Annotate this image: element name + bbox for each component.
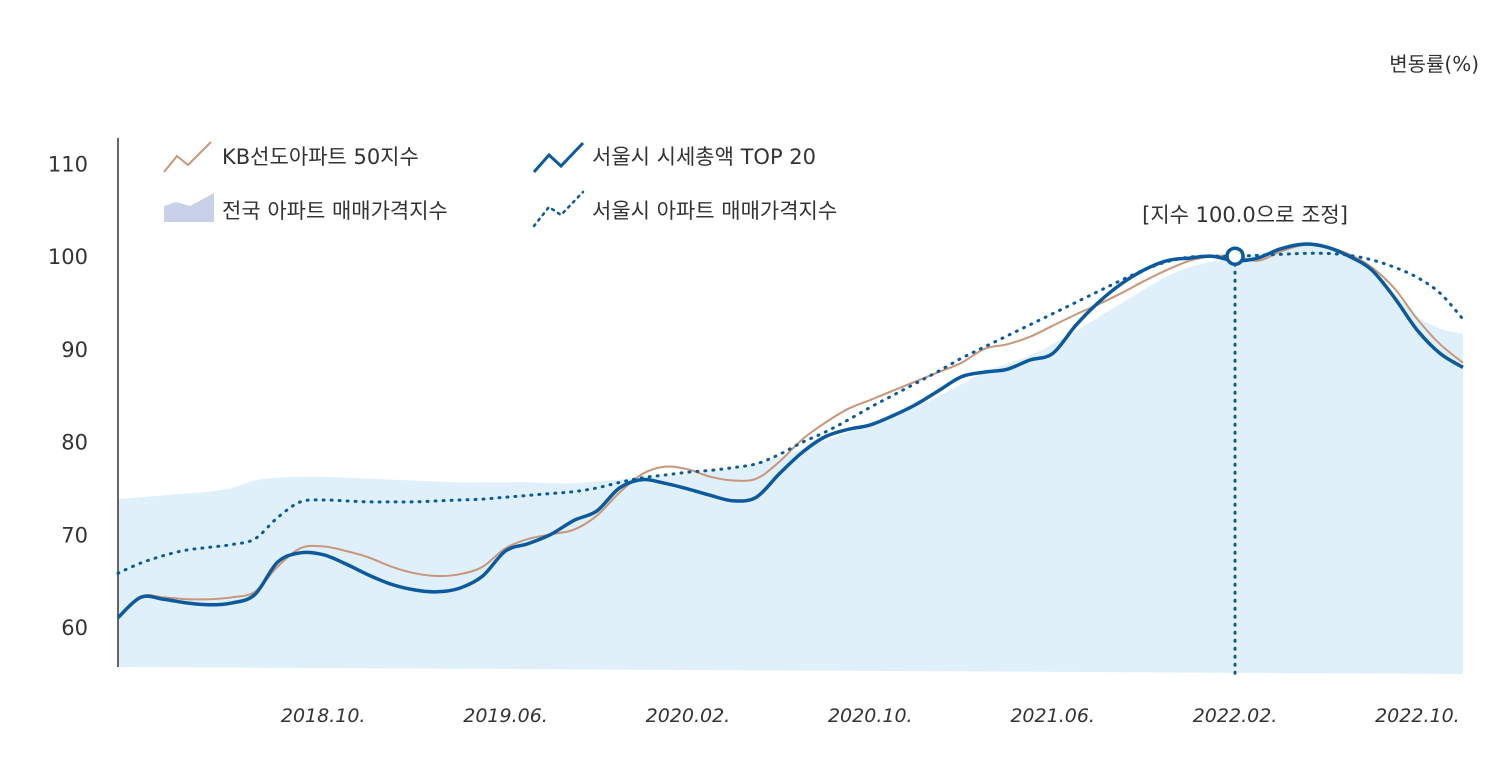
legend-label: 서울시 아파트 매매가격지수 (592, 199, 837, 223)
x-tick-label: 2020.02. (646, 705, 731, 727)
x-tick-label: 2021.06. (1010, 705, 1095, 727)
y-tick-label: 100 (48, 245, 88, 269)
y-tick-label: 80 (61, 431, 88, 455)
annotation-marker (1225, 246, 1245, 266)
x-tick-label: 2022.10. (1375, 705, 1460, 727)
y-tick-label: 90 (61, 338, 88, 362)
legend-label: 전국 아파트 매매가격지수 (222, 199, 448, 223)
area-national-index (118, 245, 1463, 674)
bold-line-icon (532, 141, 585, 173)
x-tick-label: 2022.02. (1193, 705, 1278, 727)
x-tick-label: 2020.10. (828, 705, 913, 727)
legend-label: 서울시 시세총액 TOP 20 (592, 145, 816, 169)
series-line-2 (116, 251, 1465, 575)
legend-item-national: 전국 아파트 매매가격지수 (164, 193, 448, 223)
y-tick-label: 70 (61, 523, 88, 547)
legend-item-kb50: KB선도아파트 50지수 (163, 141, 419, 173)
annotation-label: [지수 100.0으로 조정] (1142, 203, 1348, 227)
y-tick-label: 110 (48, 153, 88, 177)
area-icon (164, 193, 214, 222)
unit-label: 변동률(%) (1389, 52, 1479, 76)
area-layer (118, 245, 1463, 674)
thin-line-icon (163, 141, 212, 173)
y-tick-label: 60 (61, 616, 88, 640)
x-tick-label: 2019.06. (463, 705, 548, 727)
legend-label: KB선도아파트 50지수 (222, 145, 419, 169)
legend-item-seoul: 서울시 아파트 매매가격지수 (532, 190, 837, 228)
dotted-line-icon (532, 190, 585, 228)
x-tick-label: 2018.10. (281, 705, 366, 727)
legend: KB선도아파트 50지수 서울시 시세총액 TOP 20 전국 아파트 매매가격… (163, 141, 837, 228)
legend-item-top20: 서울시 시세총액 TOP 20 (532, 141, 816, 173)
ticks-layer: 60 70 80 90 100 110 2018.10. 2019.06. 2020.02. 20… (48, 153, 1460, 728)
annotation-layer: [지수 100.0으로 조정] (1142, 203, 1348, 677)
